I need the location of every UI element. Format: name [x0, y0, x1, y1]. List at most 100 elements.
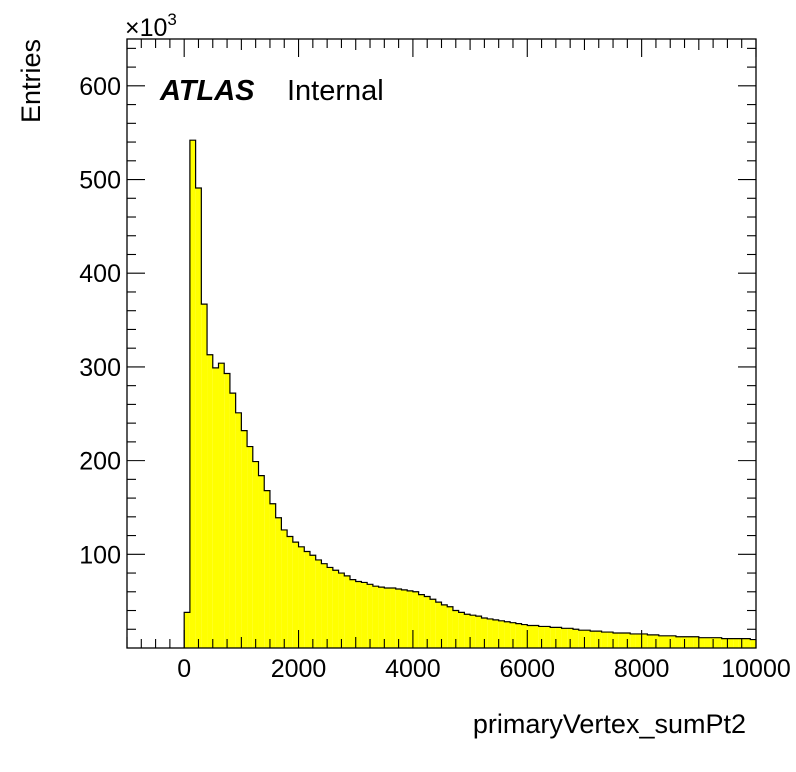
histogram-bar	[384, 588, 391, 648]
histogram-bar	[475, 616, 482, 648]
histogram-bar	[750, 639, 756, 648]
histogram-bar	[464, 614, 471, 648]
x-axis-title: primaryVertex_sumPt2	[473, 709, 746, 739]
histogram-bar	[361, 582, 368, 648]
histogram-bar	[487, 618, 493, 648]
histogram-bar	[321, 563, 328, 648]
x-tick-label: 0	[177, 655, 191, 683]
histogram-bar	[693, 636, 699, 648]
histogram-bar	[424, 596, 431, 648]
histogram-bar	[338, 573, 345, 648]
histogram-bar	[252, 461, 259, 648]
histogram-bar	[201, 304, 208, 648]
histogram-bar	[241, 430, 248, 648]
histogram-bar	[430, 599, 436, 648]
histogram-bar	[675, 636, 682, 648]
histogram-bar	[184, 612, 190, 648]
histogram-outline	[183, 139, 756, 648]
x-tick-label: 6000	[499, 655, 555, 683]
histogram-bar	[292, 542, 299, 648]
histogram-bar	[590, 631, 596, 648]
histogram-bar	[515, 623, 522, 648]
histogram-bar	[504, 621, 511, 648]
histogram-bar	[664, 635, 671, 648]
histogram-bar	[344, 575, 351, 648]
histogram-bar	[395, 588, 402, 648]
histogram-bar	[315, 559, 322, 648]
y-axis-title: Entries	[16, 39, 46, 123]
histogram-bar	[435, 602, 442, 648]
histogram-bar	[327, 567, 333, 648]
histogram-bar	[698, 637, 705, 648]
histogram-bar	[281, 529, 288, 648]
histogram-bar	[275, 517, 282, 648]
histogram-bar	[218, 363, 225, 648]
histogram-bar	[687, 636, 694, 648]
histogram-bar	[492, 619, 499, 648]
histogram-bar	[309, 555, 316, 648]
histogram-bar	[418, 594, 425, 648]
histogram-bar	[555, 627, 562, 648]
histogram-bar	[573, 629, 579, 648]
histogram-bar	[481, 618, 488, 648]
histogram-bar	[715, 637, 722, 648]
histogram-bar	[607, 632, 614, 648]
y-tick-label: 200	[79, 448, 121, 476]
histogram-bar	[401, 589, 408, 648]
histogram-bar	[298, 546, 305, 648]
histogram-bar	[498, 620, 505, 648]
histogram-bar	[521, 624, 528, 648]
histogram-bar	[721, 638, 728, 648]
x-tick-labels: 0 2000 4000 6000 8000 10000	[177, 655, 791, 683]
histogram-bar	[447, 606, 453, 648]
histogram-bar	[538, 626, 545, 648]
histogram-bar	[258, 475, 265, 648]
histogram-bar	[189, 140, 196, 649]
y-multiplier-exponent: 3	[167, 10, 176, 29]
histogram-bar	[441, 604, 448, 648]
histogram-bar	[641, 633, 648, 648]
y-tick-label: 600	[79, 73, 121, 101]
x-tick-label: 8000	[614, 655, 670, 683]
histogram-bar	[544, 626, 551, 648]
histogram-bar	[269, 503, 276, 648]
histogram-bar	[390, 588, 396, 648]
histogram-bar	[407, 590, 413, 648]
y-tick-label: 300	[79, 354, 121, 382]
y-tick-label: 400	[79, 260, 121, 288]
histogram-bar	[727, 638, 734, 648]
histogram-bar	[367, 584, 373, 648]
histogram-bar	[567, 628, 574, 648]
histogram-bar	[527, 625, 533, 648]
y-tick-label: 500	[79, 167, 121, 195]
histogram-bar	[235, 412, 242, 648]
x-tick-label: 10000	[721, 655, 791, 683]
histogram-bar	[229, 393, 236, 648]
histogram-bar	[372, 586, 379, 648]
x-tick-label: 4000	[385, 655, 441, 683]
histogram-bar	[264, 490, 270, 648]
histogram-bar	[247, 446, 253, 648]
histogram-bar	[304, 551, 310, 648]
histogram-bar	[212, 367, 219, 648]
histogram-bar	[704, 637, 711, 648]
histogram-bar	[601, 632, 608, 648]
histogram-bar	[658, 635, 665, 648]
histogram-bar	[670, 635, 676, 648]
histogram-bar	[207, 354, 213, 648]
histogram-bar	[733, 638, 739, 648]
internal-label: Internal	[287, 75, 384, 107]
y-tick-label: 100	[79, 541, 121, 569]
histogram-bar	[647, 634, 654, 648]
histogram-bar	[195, 187, 202, 648]
histogram-bar	[287, 536, 293, 648]
histogram-bar	[452, 610, 459, 648]
atlas-label: ATLAS	[159, 75, 255, 107]
histogram-bar	[550, 627, 556, 648]
histogram-bar	[744, 638, 751, 648]
histogram-bar	[332, 570, 339, 648]
histogram-bar	[618, 633, 625, 648]
histogram-bar	[412, 591, 419, 648]
histogram-bar	[378, 587, 385, 648]
